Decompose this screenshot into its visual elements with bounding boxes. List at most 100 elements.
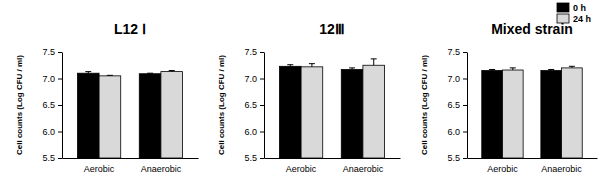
y-tick-label: 7.0 — [42, 74, 55, 84]
legend: 0 h24 h — [557, 3, 591, 24]
error-bar — [169, 71, 175, 72]
panel: 5.56.06.57.07.5AerobicAnaerobicCell coun… — [15, 21, 199, 174]
y-tick: 7.0 — [447, 74, 467, 84]
bar — [541, 71, 562, 158]
y-tick-mark — [58, 105, 62, 106]
y-axis-line — [264, 53, 265, 159]
y-tick-label: 6.0 — [244, 127, 257, 137]
x-tick-label: Anaerobic — [541, 164, 582, 174]
y-axis: 5.56.06.57.07.5 — [42, 47, 62, 163]
error-bar-cap — [107, 75, 113, 76]
error-bar-cap — [349, 67, 355, 68]
error-bar-cap — [569, 66, 575, 67]
bar — [161, 72, 183, 158]
y-tick: 6.0 — [447, 127, 467, 137]
y-axis-title: Cell counts (Log CFU / ml) — [420, 55, 429, 155]
bar — [363, 65, 385, 158]
y-tick-label: 6.0 — [42, 127, 55, 137]
y-tick-label: 7.5 — [42, 47, 55, 57]
plot-area — [77, 71, 182, 158]
y-tick-mark — [58, 132, 62, 133]
y-tick-mark — [58, 79, 62, 80]
y-tick-label: 7.5 — [244, 47, 257, 57]
y-tick-mark — [260, 52, 264, 53]
x-tick: Anaerobic — [141, 164, 182, 174]
y-tick-label: 6.5 — [447, 100, 460, 110]
title: 12Ⅲ — [319, 21, 345, 37]
x-tick-label: Anaerobic — [141, 164, 182, 174]
error-bar — [548, 69, 554, 70]
y-tick: 6.5 — [447, 100, 467, 110]
y-tick-label: 7.5 — [447, 47, 460, 57]
y-tick-label: 5.5 — [447, 153, 460, 163]
y-tick-label: 7.0 — [244, 74, 257, 84]
y-tick: 6.5 — [244, 100, 264, 110]
legend-swatch — [557, 14, 569, 23]
error-bar-cap — [169, 70, 175, 71]
y-tick-label: 6.0 — [447, 127, 460, 137]
error-bar-stem — [373, 59, 374, 65]
x-tick: Anaerobic — [343, 164, 384, 174]
y-axis-line — [467, 53, 468, 159]
error-bar-cap — [85, 71, 91, 72]
y-tick: 7.5 — [42, 47, 62, 57]
x-axis: Aerobic Anaerobic — [63, 159, 199, 174]
error-bar — [510, 68, 516, 70]
bar — [502, 70, 523, 158]
y-tick-mark — [58, 158, 62, 159]
x-tick: Aerobic — [286, 164, 317, 174]
y-axis-title: Cell counts (Log CFU / ml) — [217, 55, 226, 155]
figure: 5.5 6.0 6.5 7.0 7.5 Aerobic Anaerobic Cell coun… — [0, 0, 601, 182]
y-tick: 5.5 — [42, 153, 62, 163]
error-bar-cap — [371, 58, 377, 59]
y-axis-title: Cell counts (Log CFU / ml) — [15, 55, 24, 155]
x-tick: Anaerobic — [541, 164, 582, 174]
y-tick-label: 5.5 — [244, 153, 257, 163]
error-bar — [309, 64, 315, 67]
bar — [139, 74, 161, 158]
error-bar — [489, 69, 495, 70]
error-bar — [85, 72, 91, 74]
error-bar-cap — [548, 69, 554, 70]
x-axis-line — [63, 158, 199, 159]
y-tick: 5.5 — [447, 153, 467, 163]
error-bar-cap — [287, 64, 293, 65]
y-tick: 6.0 — [244, 127, 264, 137]
x-axis-line — [468, 158, 598, 159]
y-tick: 6.0 — [42, 127, 62, 137]
error-bar-cap — [489, 69, 495, 70]
legend-label: 0 h — [573, 3, 586, 13]
y-axis: 5.5 6.0 6.5 7.0 7.5 — [447, 47, 467, 163]
error-bar — [107, 75, 113, 77]
y-tick: 7.5 — [244, 47, 264, 57]
y-tick-mark — [260, 158, 264, 159]
y-tick: 5.5 — [244, 153, 264, 163]
x-axis: Aerobic Anaerobic — [468, 159, 598, 174]
y-tick: 7.0 — [42, 74, 62, 84]
x-tick: Aerobic — [487, 164, 518, 174]
y-tick-mark — [463, 158, 467, 159]
y-tick-mark — [463, 52, 467, 53]
panel: 5.5 6.0 6.5 7.0 7.5 Aerobic Anaerobic Cell coun… — [420, 21, 598, 174]
bar — [341, 69, 363, 158]
error-bar — [371, 59, 377, 65]
y-tick: 7.0 — [244, 74, 264, 84]
y-tick-mark — [463, 132, 467, 133]
x-tick-label: Anaerobic — [343, 164, 384, 174]
error-bar-cap — [510, 67, 516, 68]
y-tick-label: 6.5 — [244, 100, 257, 110]
y-tick-mark — [58, 52, 62, 53]
y-tick-label: 5.5 — [42, 153, 55, 163]
x-tick-label: Aerobic — [286, 164, 317, 174]
y-axis-line — [62, 53, 63, 159]
plot-area — [279, 59, 384, 158]
bar — [482, 71, 503, 158]
title: L12 Ⅰ — [114, 21, 146, 37]
y-tick-mark — [463, 79, 467, 80]
error-bar — [569, 66, 575, 68]
bar — [562, 68, 583, 158]
error-bar — [287, 65, 293, 67]
x-tick-label: Aerobic — [84, 164, 115, 174]
bar — [77, 73, 99, 158]
error-bar — [147, 73, 153, 75]
